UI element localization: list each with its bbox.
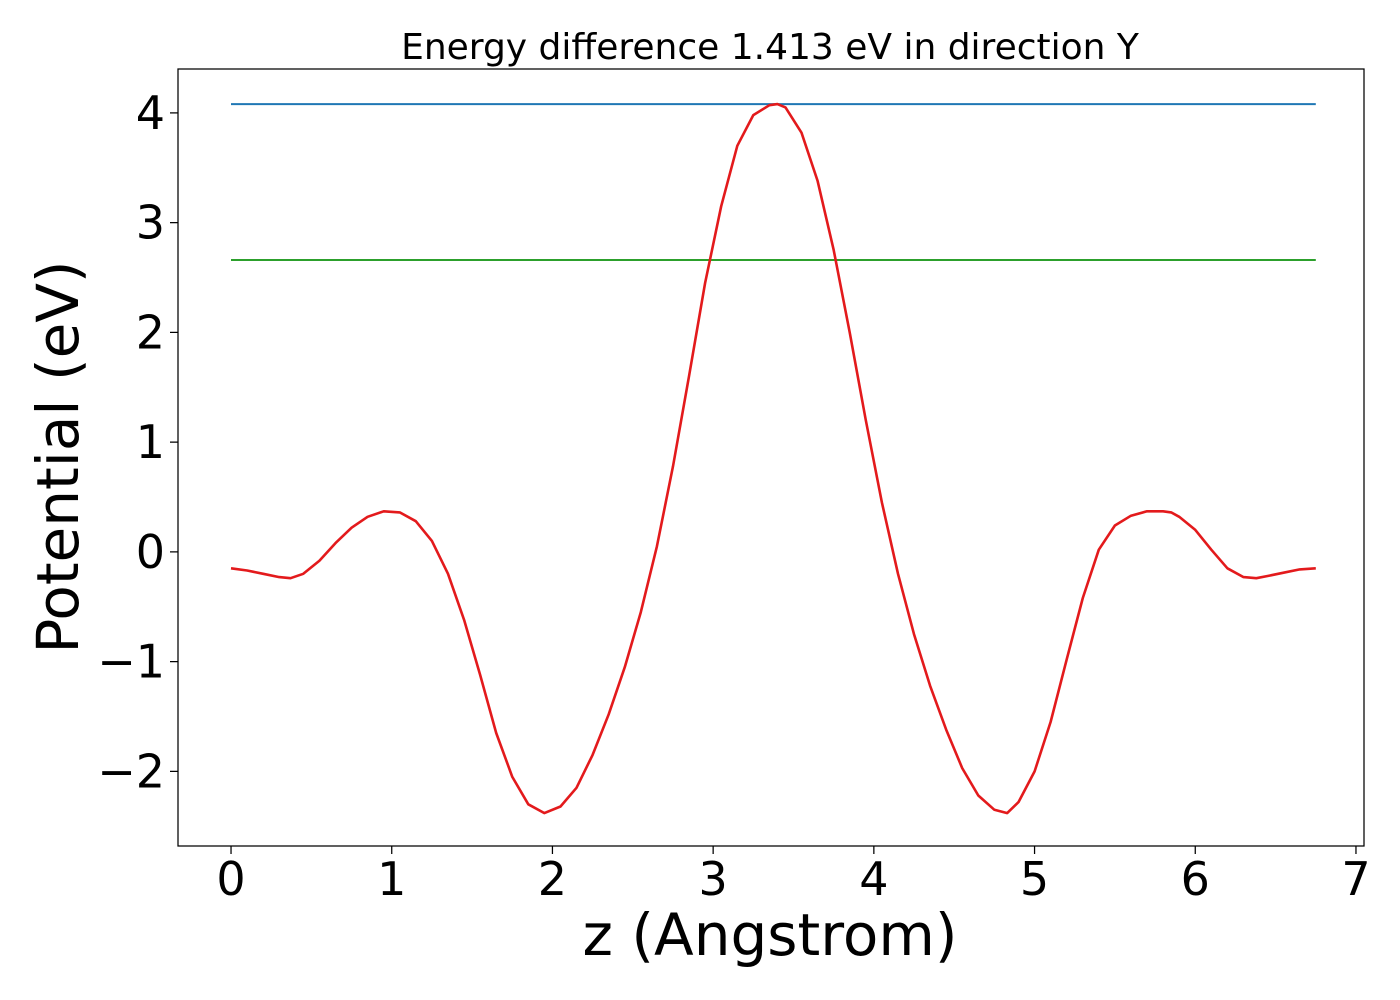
x-tick-label: 6 xyxy=(1181,852,1210,906)
chart-title: Energy difference 1.413 eV in direction … xyxy=(401,27,1140,68)
y-tick-label: 3 xyxy=(136,196,165,250)
axis-ticks: 0 1 2 3 4 5 6 7 −2 −1 0 1 2 3 4 xyxy=(97,86,1370,906)
x-tick-label: 2 xyxy=(538,852,567,906)
x-tick-label: 7 xyxy=(1341,852,1370,906)
potential-curve xyxy=(230,102,1316,815)
data-lines xyxy=(230,102,1316,815)
x-tick-label: 0 xyxy=(216,852,245,906)
y-axis-title: Potential (eV) xyxy=(24,260,92,653)
y-tick-label: 2 xyxy=(136,305,165,359)
x-tick-label: 4 xyxy=(859,852,888,906)
y-tick-label: −1 xyxy=(97,635,165,689)
x-tick-label: 1 xyxy=(377,852,406,906)
y-tick-label: 1 xyxy=(136,415,165,469)
x-tick-label: 3 xyxy=(699,852,728,906)
y-tick-label: 0 xyxy=(136,525,165,579)
x-tick-label: 5 xyxy=(1020,852,1049,906)
x-axis-title: z (Angstrom) xyxy=(583,901,958,969)
y-tick-label: 4 xyxy=(136,86,165,140)
y-tick-label: −2 xyxy=(97,744,165,798)
plot-frame xyxy=(177,68,1365,847)
